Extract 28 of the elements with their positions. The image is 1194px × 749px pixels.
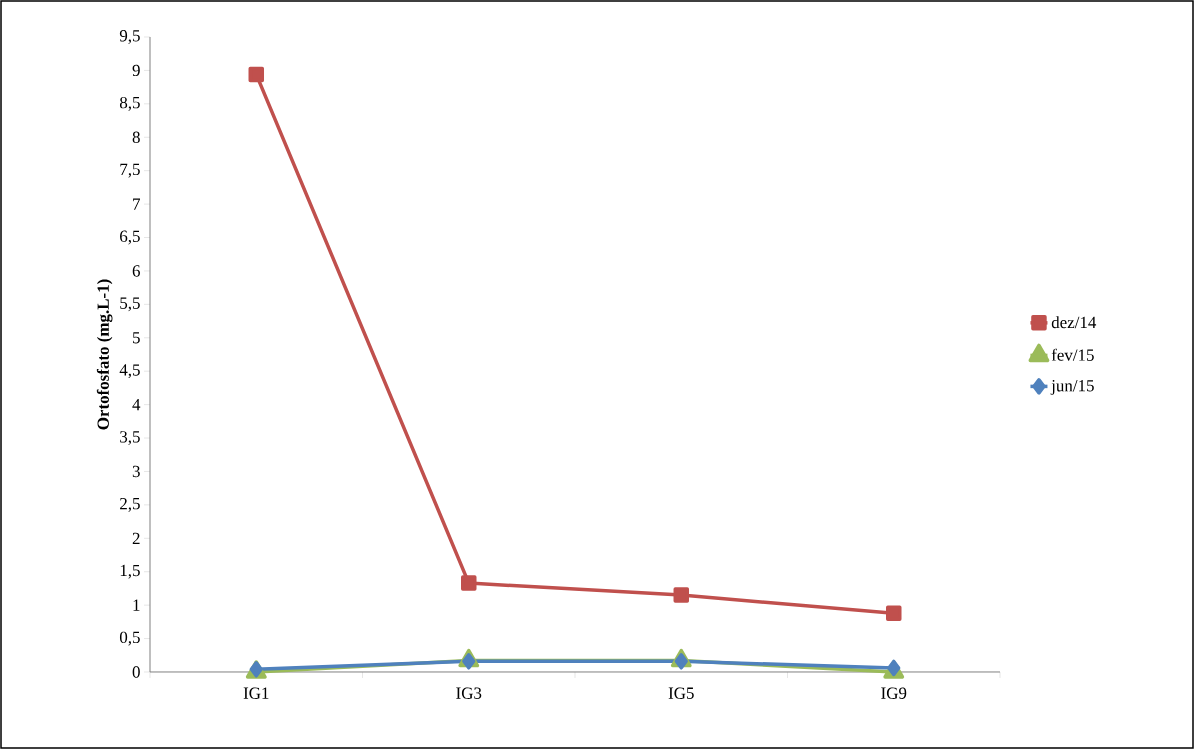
y-tick-label: 6,5	[120, 230, 140, 245]
y-tick-label: 0,5	[119, 631, 140, 646]
y-tick-label: 3,5	[120, 431, 140, 445]
y-tick-label: 6	[132, 265, 140, 277]
y-tick-label: 7	[133, 198, 140, 210]
y-tick-label: 5,5	[120, 297, 140, 312]
y-tick-label: 8	[132, 131, 140, 143]
x-tick-label: IG9	[881, 687, 907, 699]
x-tick-label: IG3	[456, 687, 482, 699]
y-tick-label: 9,5	[119, 30, 140, 44]
y-axis-title: Ortofosfato (mg.L-1)	[96, 279, 113, 430]
legend-label: jun/15	[1050, 380, 1094, 395]
x-tick-label: IG1	[243, 687, 269, 699]
legend-label: dez/14	[1051, 316, 1097, 329]
y-tick-label: 4	[132, 399, 141, 411]
x-tick-label: IG5	[668, 687, 694, 699]
y-tick-label: 5	[133, 332, 140, 344]
y-tick-label: 8,5	[119, 96, 140, 111]
y-tick-label: 1,5	[120, 564, 140, 579]
y-tick-label: 3	[132, 465, 140, 478]
y-tick-label: 4,5	[119, 364, 140, 379]
legend-label: fev/15	[1051, 348, 1094, 361]
y-tick-label: 0	[132, 666, 140, 678]
y-tick-label: 2	[132, 532, 140, 544]
y-tick-label: 7,5	[120, 163, 140, 178]
y-tick-label: 9	[132, 64, 140, 77]
y-tick-label: 2,5	[120, 497, 140, 512]
y-tick-label: 1	[133, 599, 140, 611]
